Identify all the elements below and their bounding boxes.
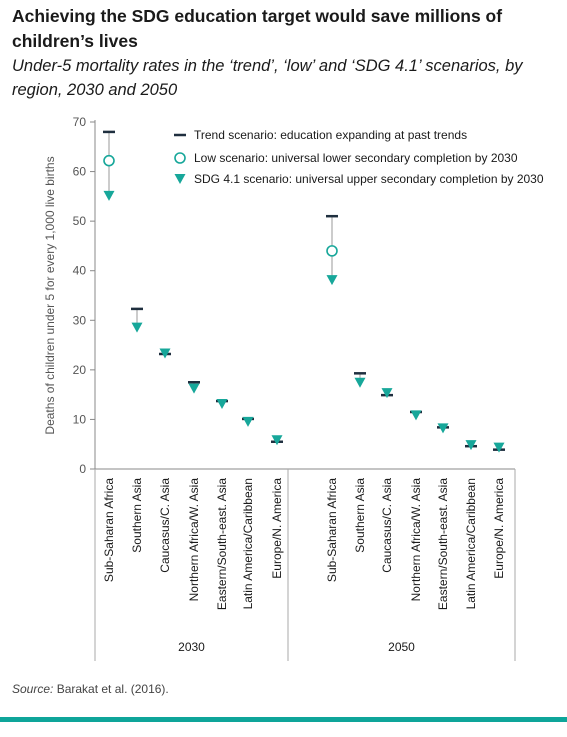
sdg-scenario-marker — [465, 440, 477, 451]
sdg-scenario-marker — [242, 416, 254, 427]
category-label: Sub-Saharan Africa — [325, 478, 339, 582]
legend-label-sdg: SDG 4.1 scenario: universal upper second… — [194, 172, 544, 186]
chart-title: Achieving the SDG education target would… — [12, 6, 503, 51]
sdg-scenario-marker — [216, 399, 228, 410]
y-axis-label: Deaths of children under 5 for every 1,0… — [43, 156, 57, 434]
source-label: Source: — [12, 682, 54, 696]
y-tick-label: 60 — [73, 165, 87, 179]
bottom-accent-bar — [0, 717, 567, 722]
low-scenario-marker — [103, 154, 115, 167]
y-tick-label: 40 — [73, 264, 87, 278]
low-scenario-marker — [326, 245, 338, 257]
category-label: Caucasus/C. Asia — [158, 478, 172, 573]
y-tick-label: 50 — [73, 214, 87, 228]
y-tick-label: 10 — [73, 412, 87, 426]
category-labels: Sub-Saharan Africa Southern Asia Caucasus/… — [102, 478, 506, 654]
sdg-scenario-marker — [354, 377, 366, 388]
y-tick-label: 70 — [73, 115, 87, 129]
source-text: Barakat et al. (2016). — [53, 682, 169, 696]
sdg-scenario-marker — [188, 383, 200, 394]
sdg-scenario-marker — [493, 442, 505, 453]
group-label: 2030 — [178, 640, 205, 654]
sdg-scenario-marker — [271, 435, 283, 446]
category-label: Northern Africa/W. Asia — [187, 478, 201, 602]
sdg-scenario-marker — [381, 388, 393, 399]
y-tick-label: 0 — [79, 462, 86, 476]
sdg-scenario-marker — [131, 322, 143, 333]
legend-low-symbol — [174, 152, 186, 164]
category-label: Southern Asia — [130, 478, 144, 553]
category-label: Sub-Saharan Africa — [102, 478, 116, 582]
sdg-scenario-marker — [326, 275, 338, 286]
category-label: Latin America/Caribbean — [241, 478, 255, 609]
sdg-scenario-marker — [410, 410, 422, 421]
y-tick-label: 30 — [73, 313, 87, 327]
category-label: Europe/N. America — [492, 478, 506, 579]
group-label: 2050 — [388, 640, 415, 654]
y-tick-label: 20 — [73, 363, 87, 377]
category-label: Southern Asia — [353, 478, 367, 553]
sdg-scenario-marker — [159, 348, 171, 359]
legend-label-low: Low scenario: universal lower secondary … — [194, 151, 518, 165]
legend-label-trend: Trend scenario: education expanding at p… — [194, 128, 467, 142]
chart-subtitle: Under-5 mortality rates in the ‘trend’, … — [12, 57, 523, 99]
legend: Trend scenario: education expanding at p… — [174, 128, 544, 186]
category-label: Latin America/Caribbean — [464, 478, 478, 609]
category-label: Eastern/South-east. Asia — [436, 478, 450, 610]
sdg-scenario-marker — [437, 423, 449, 434]
category-label: Northern Africa/W. Asia — [409, 478, 423, 602]
legend-sdg-symbol — [174, 174, 186, 184]
sdg-scenario-marker — [103, 190, 115, 201]
data-marks — [103, 130, 505, 453]
category-label: Eastern/South-east. Asia — [215, 478, 229, 610]
category-label: Europe/N. America — [270, 478, 284, 579]
category-label: Caucasus/C. Asia — [380, 478, 394, 573]
source-note: Source: Barakat et al. (2016). — [12, 682, 169, 696]
